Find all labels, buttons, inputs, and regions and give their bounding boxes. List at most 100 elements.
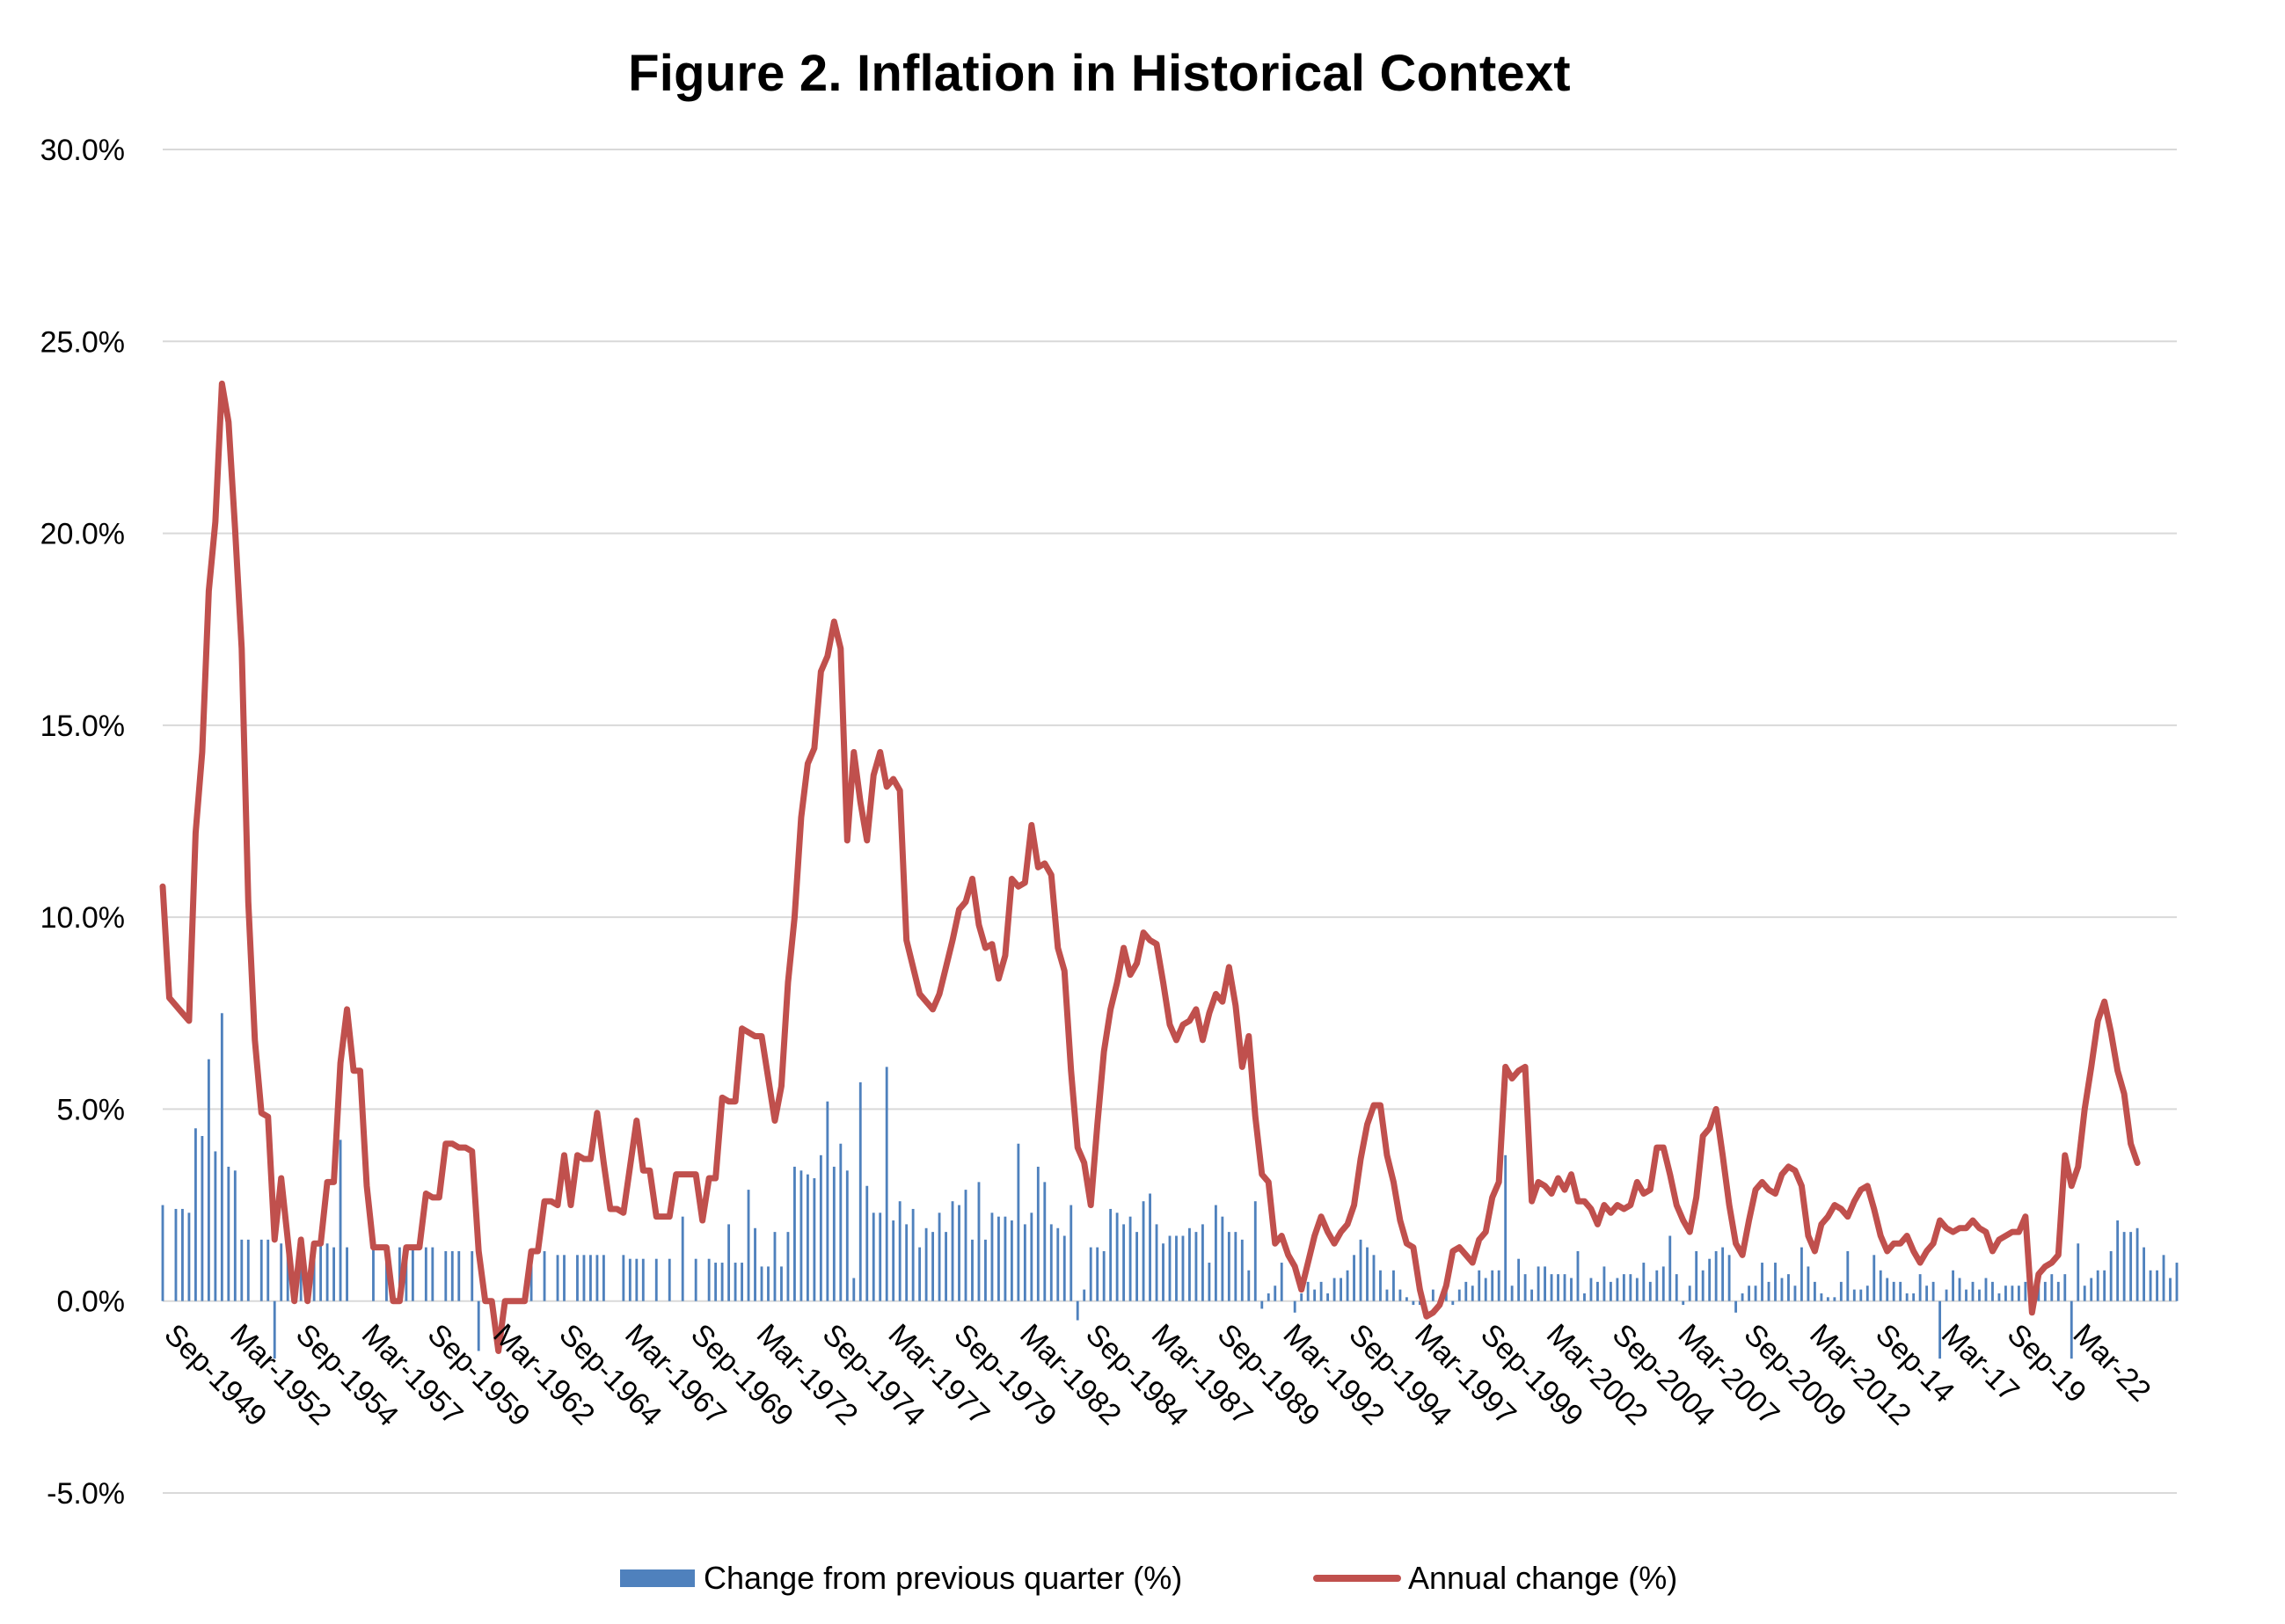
- bar-quarterly-change: [1280, 1263, 1283, 1301]
- bar-quarterly-change: [2056, 1281, 2060, 1301]
- bar-quarterly-change: [1635, 1278, 1639, 1301]
- bar-quarterly-change: [754, 1227, 756, 1301]
- bar-quarterly-change: [346, 1247, 348, 1301]
- bar-quarterly-change: [312, 1243, 316, 1301]
- bar-quarterly-change: [1544, 1266, 1546, 1301]
- bar-quarterly-change: [233, 1170, 237, 1301]
- legend-label-line: Annual change (%): [1408, 1560, 1678, 1596]
- bar-quarterly-change: [266, 1239, 270, 1301]
- bar-quarterly-change: [1978, 1289, 1981, 1301]
- bar-quarterly-change: [1846, 1250, 1850, 1301]
- bar-quarterly-change: [1340, 1278, 1342, 1301]
- y-axis-tick-labels: -5.0% 0.0% 5.0% 10.0% 15.0% 20.0% 25.0% 30.0%: [40, 134, 125, 1511]
- bar-quarterly-change: [1602, 1266, 1606, 1301]
- bar-quarterly-change: [1109, 1208, 1113, 1301]
- bar-quarterly-change: [602, 1255, 605, 1301]
- bar-quarterly-change: [1418, 1300, 1421, 1306]
- bar-quarterly-change: [734, 1263, 737, 1301]
- bar-quarterly-change: [576, 1255, 579, 1301]
- bar-quarterly-change: [2122, 1232, 2126, 1301]
- bar-quarterly-change: [161, 1205, 164, 1301]
- bar-quarterly-change: [1965, 1289, 1967, 1301]
- bar-quarterly-change: [1260, 1300, 1264, 1309]
- bar-quarterly-change: [2043, 1281, 2047, 1301]
- bar-quarterly-change: [1668, 1235, 1672, 1301]
- bar-quarterly-change: [1240, 1239, 1244, 1301]
- bar-quarterly-change: [924, 1227, 928, 1301]
- bar-quarterly-change: [1306, 1281, 1310, 1301]
- bar-quarterly-change: [1852, 1289, 1856, 1301]
- bar-quarterly-change: [280, 1243, 283, 1301]
- bar-quarterly-change: [332, 1247, 335, 1301]
- bar-quarterly-change: [1695, 1250, 1698, 1301]
- bar-quarterly-change: [1688, 1285, 1691, 1301]
- bar-quarterly-change: [1253, 1201, 1257, 1301]
- bar-quarterly-change: [1912, 1293, 1916, 1301]
- bar-quarterly-change: [852, 1278, 856, 1301]
- bar-quarterly-change: [424, 1247, 427, 1301]
- line-annual-change: [159, 380, 2141, 1354]
- bar-quarterly-change: [1721, 1247, 1725, 1301]
- bar-quarterly-change: [1661, 1266, 1665, 1301]
- bar-quarterly-change: [1149, 1193, 1151, 1301]
- legend-line-swatch: [1313, 1575, 1401, 1582]
- bar-quarterly-change: [1155, 1224, 1158, 1301]
- bar-quarterly-change: [1648, 1281, 1652, 1301]
- bar-quarterly-change: [1471, 1285, 1474, 1301]
- bar-quarterly-change: [1096, 1247, 1099, 1301]
- bar-quarterly-change: [1971, 1281, 1975, 1301]
- bar-quarterly-change: [707, 1258, 711, 1301]
- bar-quarterly-change: [1767, 1281, 1770, 1301]
- bar-quarterly-change: [1925, 1285, 1929, 1301]
- legend-item-line[interactable]: Annual change (%): [1313, 1552, 1677, 1605]
- bar-quarterly-change: [813, 1178, 816, 1301]
- bar-quarterly-change: [1010, 1220, 1013, 1301]
- bar-quarterly-change: [1839, 1281, 1843, 1301]
- bar-quarterly-change: [971, 1239, 974, 1301]
- bar-quarterly-change: [1043, 1182, 1047, 1301]
- bar-quarterly-change: [819, 1154, 822, 1301]
- bar-quarterly-change: [1793, 1285, 1797, 1301]
- bar-quarterly-change: [1714, 1250, 1718, 1301]
- bar-quarterly-change: [1181, 1235, 1185, 1301]
- bar-quarterly-change: [1596, 1281, 1599, 1301]
- legend-bar-swatch: [620, 1569, 695, 1587]
- bar-quarterly-change: [2070, 1300, 2073, 1359]
- bar-quarterly-change: [1557, 1274, 1559, 1301]
- y-tick-label: 25.0%: [40, 325, 125, 359]
- bar-quarterly-change: [945, 1232, 947, 1301]
- bar-quarterly-change: [1931, 1281, 1935, 1301]
- bar-quarterly-change: [457, 1250, 461, 1301]
- bar-quarterly-change: [1510, 1285, 1514, 1301]
- bar-quarterly-change: [1293, 1300, 1296, 1313]
- bar-quarterly-change: [2024, 1281, 2027, 1301]
- legend-item-bars[interactable]: Change from previous quarter (%): [620, 1552, 1182, 1605]
- bar-quarterly-change: [273, 1300, 276, 1359]
- bar-quarterly-change: [773, 1232, 777, 1301]
- bar-quarterly-change: [622, 1255, 625, 1301]
- bar-quarterly-change: [1412, 1300, 1415, 1306]
- bar-quarterly-change: [1642, 1263, 1646, 1301]
- bar-quarterly-change: [951, 1201, 954, 1301]
- bar-quarterly-change: [845, 1170, 849, 1301]
- bar-quarterly-change: [911, 1208, 915, 1301]
- bar-quarterly-change: [1069, 1205, 1073, 1301]
- bar-quarterly-change: [1918, 1274, 1922, 1301]
- bar-quarterly-change: [1873, 1255, 1876, 1301]
- bar-quarterly-change: [997, 1216, 1000, 1301]
- bar-quarterly-change: [2175, 1263, 2179, 1301]
- bar-quarterly-change: [1484, 1278, 1487, 1301]
- bar-quarterly-change: [1886, 1278, 1889, 1301]
- bar-quarterly-change: [858, 1081, 862, 1301]
- bar-quarterly-change: [563, 1255, 566, 1301]
- bar-quarterly-change: [2156, 1270, 2158, 1301]
- bar-quarterly-change: [1326, 1293, 1330, 1301]
- bar-quarterly-change: [405, 1247, 408, 1301]
- bar-quarterly-change: [299, 1243, 303, 1301]
- y-tick-label: 20.0%: [40, 518, 125, 551]
- bar-quarterly-change: [1865, 1285, 1869, 1301]
- bar-quarterly-change: [2143, 1247, 2146, 1301]
- bar-quarterly-change: [1517, 1258, 1521, 1301]
- bar-quarterly-change: [193, 1128, 197, 1301]
- bar-quarterly-change: [201, 1135, 204, 1301]
